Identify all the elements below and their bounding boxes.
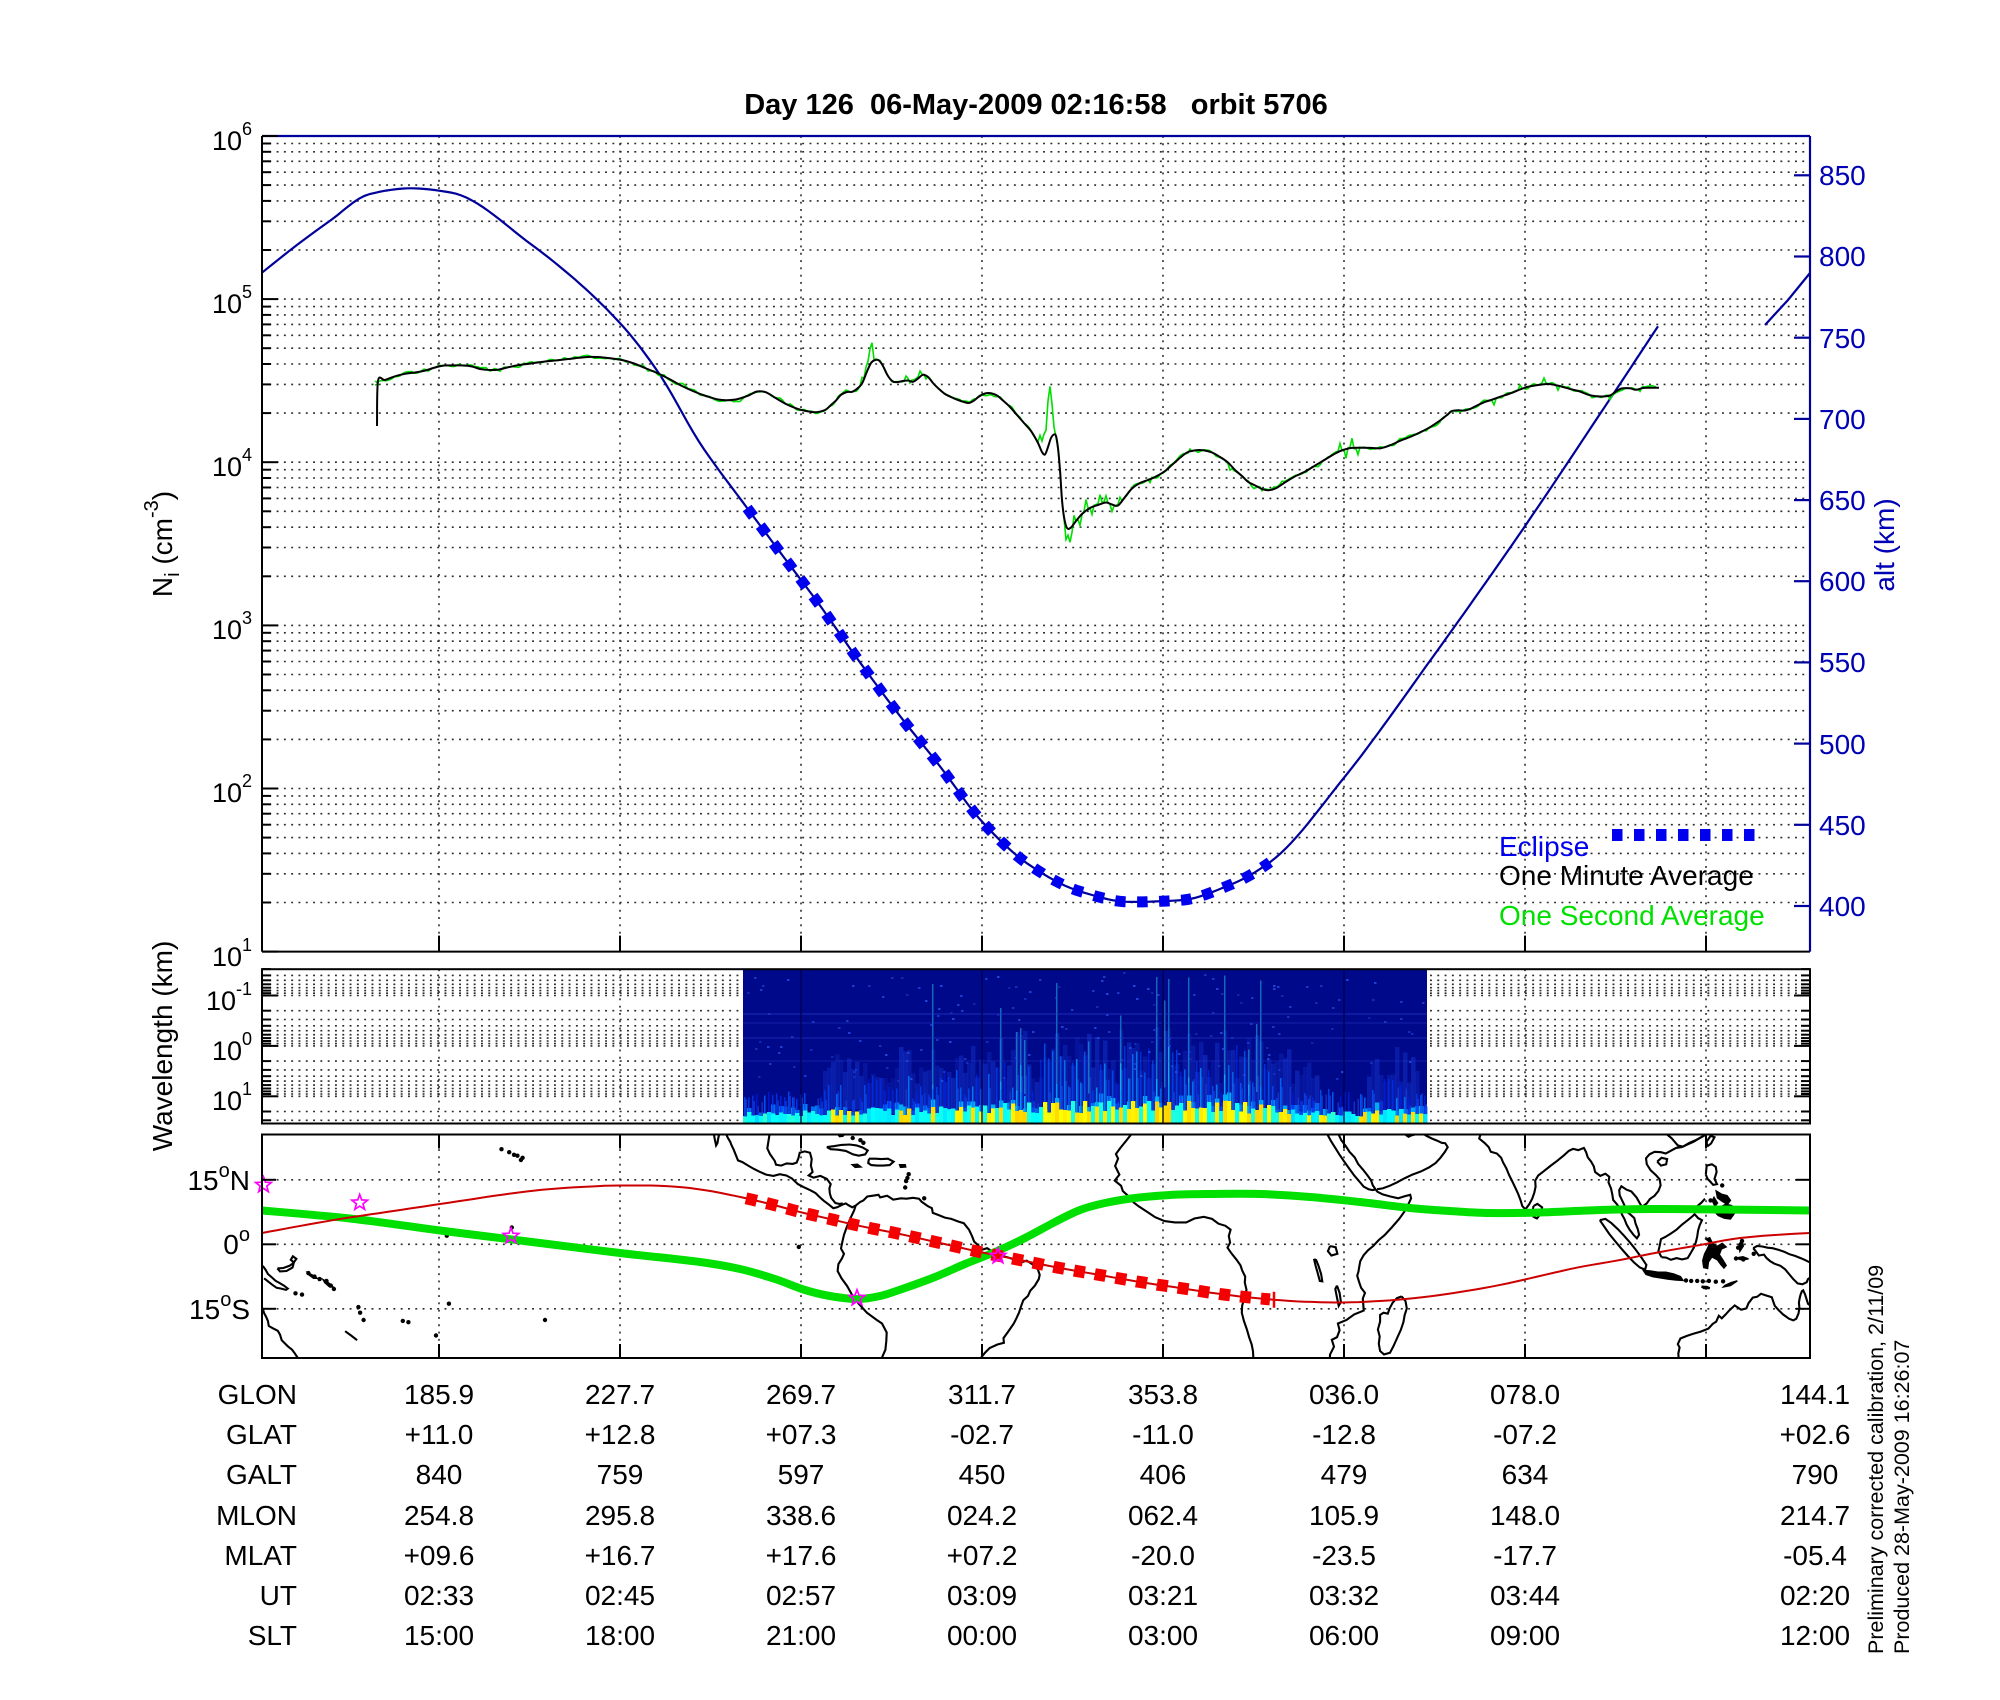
svg-text:MLON: MLON xyxy=(216,1500,297,1531)
svg-text:Eclipse: Eclipse xyxy=(1499,831,1589,862)
svg-text:Preliminary corrected calibrat: Preliminary corrected calibration, 2/11/… xyxy=(1864,1265,1888,1654)
svg-text:-23.5: -23.5 xyxy=(1312,1540,1376,1571)
svg-text:03:00: 03:00 xyxy=(1128,1620,1198,1651)
svg-text:-12.8: -12.8 xyxy=(1312,1419,1376,1450)
svg-text:400: 400 xyxy=(1819,891,1866,922)
svg-text:+12.8: +12.8 xyxy=(585,1419,656,1450)
svg-text:SLT: SLT xyxy=(248,1620,297,1651)
svg-text:GALT: GALT xyxy=(226,1459,297,1490)
svg-text:+17.6: +17.6 xyxy=(766,1540,837,1571)
svg-text:800: 800 xyxy=(1819,241,1866,272)
svg-text:Wavelength (km): Wavelength (km) xyxy=(147,941,178,1152)
svg-text:078.0: 078.0 xyxy=(1490,1379,1560,1410)
svg-text:450: 450 xyxy=(1819,810,1866,841)
svg-text:759: 759 xyxy=(597,1459,644,1490)
svg-text:03:32: 03:32 xyxy=(1309,1580,1379,1611)
svg-text:840: 840 xyxy=(416,1459,463,1490)
svg-text:15:00: 15:00 xyxy=(404,1620,474,1651)
svg-text:227.7: 227.7 xyxy=(585,1379,655,1410)
svg-text:185.9: 185.9 xyxy=(404,1379,474,1410)
svg-text:024.2: 024.2 xyxy=(947,1500,1017,1531)
svg-text:311.7: 311.7 xyxy=(948,1379,1016,1410)
svg-text:254.8: 254.8 xyxy=(404,1500,474,1531)
svg-text:00:00: 00:00 xyxy=(947,1620,1017,1651)
svg-text:GLON: GLON xyxy=(218,1379,297,1410)
svg-text:03:44: 03:44 xyxy=(1490,1580,1560,1611)
svg-text:03:09: 03:09 xyxy=(947,1580,1017,1611)
svg-text:106: 106 xyxy=(212,119,252,156)
svg-text:295.8: 295.8 xyxy=(585,1500,655,1531)
svg-text:alt (km): alt (km) xyxy=(1869,498,1900,591)
svg-text:450: 450 xyxy=(959,1459,1006,1490)
svg-text:790: 790 xyxy=(1792,1459,1839,1490)
svg-text:148.0: 148.0 xyxy=(1490,1500,1560,1531)
svg-text:850: 850 xyxy=(1819,160,1866,191)
svg-text:Ni (cm-3): Ni (cm-3) xyxy=(141,491,184,597)
svg-text:353.8: 353.8 xyxy=(1128,1379,1198,1410)
svg-text:406: 406 xyxy=(1140,1459,1187,1490)
svg-text:105.9: 105.9 xyxy=(1309,1500,1379,1531)
svg-text:06:00: 06:00 xyxy=(1309,1620,1379,1651)
svg-text:-05.4: -05.4 xyxy=(1783,1540,1847,1571)
svg-text:09:00: 09:00 xyxy=(1490,1620,1560,1651)
svg-text:-11.0: -11.0 xyxy=(1132,1419,1194,1450)
svg-text:18:00: 18:00 xyxy=(585,1620,655,1651)
svg-text:479: 479 xyxy=(1321,1459,1368,1490)
svg-text:+02.6: +02.6 xyxy=(1780,1419,1851,1450)
svg-text:+09.6: +09.6 xyxy=(404,1540,475,1571)
svg-text:12:00: 12:00 xyxy=(1780,1620,1850,1651)
svg-text:UT: UT xyxy=(260,1580,297,1611)
svg-text:+11.0: +11.0 xyxy=(405,1419,474,1450)
svg-text:02:57: 02:57 xyxy=(766,1580,836,1611)
svg-text:036.0: 036.0 xyxy=(1309,1379,1379,1410)
svg-text:-02.7: -02.7 xyxy=(950,1419,1014,1450)
svg-text:600: 600 xyxy=(1819,566,1866,597)
svg-text:21:00: 21:00 xyxy=(766,1620,836,1651)
svg-text:02:33: 02:33 xyxy=(404,1580,474,1611)
svg-text:Day 126 06-May-2009 02:16:58: Day 126 06-May-2009 02:16:58 orbit 5706 xyxy=(744,89,1328,121)
svg-text:02:20: 02:20 xyxy=(1780,1580,1850,1611)
svg-text:102: 102 xyxy=(212,771,252,808)
svg-text:338.6: 338.6 xyxy=(766,1500,836,1531)
svg-text:+07.2: +07.2 xyxy=(947,1540,1018,1571)
svg-text:03:21: 03:21 xyxy=(1128,1580,1198,1611)
svg-text:02:45: 02:45 xyxy=(585,1580,655,1611)
svg-text:+16.7: +16.7 xyxy=(585,1540,656,1571)
svg-text:650: 650 xyxy=(1819,485,1866,516)
svg-text:062.4: 062.4 xyxy=(1128,1500,1198,1531)
svg-text:597: 597 xyxy=(778,1459,825,1490)
svg-text:-20.0: -20.0 xyxy=(1131,1540,1195,1571)
svg-text:15oS: 15oS xyxy=(189,1289,250,1325)
svg-text:500: 500 xyxy=(1819,729,1866,760)
svg-text:-07.2: -07.2 xyxy=(1493,1419,1557,1450)
svg-text:MLAT: MLAT xyxy=(224,1540,297,1571)
svg-text:One Minute Average: One Minute Average xyxy=(1499,860,1754,891)
svg-text:+07.3: +07.3 xyxy=(766,1419,837,1450)
svg-text:One Second Average: One Second Average xyxy=(1499,900,1765,931)
svg-text:214.7: 214.7 xyxy=(1780,1500,1850,1531)
svg-text:GLAT: GLAT xyxy=(226,1419,297,1450)
svg-text:634: 634 xyxy=(1502,1459,1549,1490)
svg-text:269.7: 269.7 xyxy=(766,1379,836,1410)
svg-text:-17.7: -17.7 xyxy=(1493,1540,1557,1571)
svg-text:144.1: 144.1 xyxy=(1780,1379,1850,1410)
svg-text:15oN: 15oN xyxy=(187,1160,250,1196)
svg-text:Produced 28-May-2009 16:26:07: Produced 28-May-2009 16:26:07 xyxy=(1890,1340,1914,1654)
svg-text:750: 750 xyxy=(1819,323,1866,354)
svg-text:700: 700 xyxy=(1819,404,1866,435)
svg-text:550: 550 xyxy=(1819,647,1866,678)
